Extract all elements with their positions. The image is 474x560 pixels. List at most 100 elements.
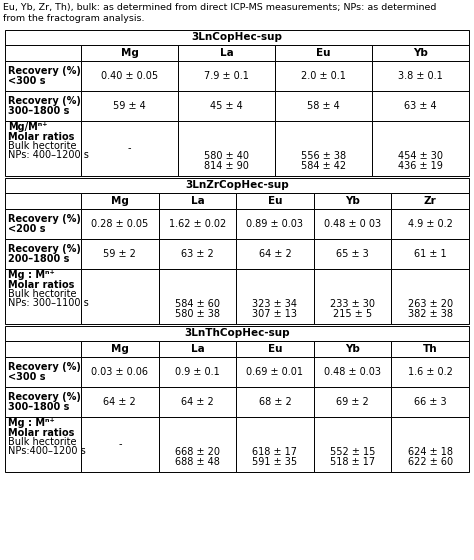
Text: 61 ± 1: 61 ± 1 <box>414 249 447 259</box>
Bar <box>81 341 159 357</box>
Text: 688 ± 48: 688 ± 48 <box>175 457 220 467</box>
Bar <box>392 209 469 239</box>
Text: 0.03 ± 0.06: 0.03 ± 0.06 <box>91 367 148 377</box>
Text: 584 ± 42: 584 ± 42 <box>301 161 346 171</box>
Bar <box>314 239 392 269</box>
Text: La: La <box>219 48 233 58</box>
Bar <box>236 357 314 387</box>
Bar <box>5 30 469 45</box>
Bar <box>159 239 236 269</box>
Text: Mg: Mg <box>111 344 129 354</box>
Text: Bulk hectorite: Bulk hectorite <box>8 141 76 151</box>
Text: Eu: Eu <box>316 48 331 58</box>
Bar <box>236 417 314 472</box>
Bar <box>372 91 469 121</box>
Text: Mg : Mⁿ⁺: Mg : Mⁿ⁺ <box>8 418 55 428</box>
Text: Th: Th <box>423 344 438 354</box>
Text: 0.69 ± 0.01: 0.69 ± 0.01 <box>246 367 303 377</box>
Bar <box>159 193 236 209</box>
Bar <box>314 387 392 417</box>
Bar <box>392 417 469 472</box>
Text: 63 ± 2: 63 ± 2 <box>181 249 214 259</box>
Bar <box>159 341 236 357</box>
Text: Mg: Mg <box>120 48 138 58</box>
Bar <box>5 239 81 269</box>
Text: 0.9 ± 0.1: 0.9 ± 0.1 <box>175 367 220 377</box>
Bar <box>5 61 81 91</box>
Bar <box>314 357 392 387</box>
Bar <box>178 61 275 91</box>
Text: 215 ± 5: 215 ± 5 <box>333 309 372 319</box>
Text: 3LnCopHec-sup: 3LnCopHec-sup <box>191 32 283 43</box>
Bar <box>236 239 314 269</box>
Bar <box>236 341 314 357</box>
Bar <box>275 91 372 121</box>
Text: Recovery (%): Recovery (%) <box>8 214 81 224</box>
Bar <box>5 209 81 239</box>
Text: Bulk hectorite: Bulk hectorite <box>8 289 76 299</box>
Bar <box>392 387 469 417</box>
Bar <box>5 269 81 324</box>
Bar <box>314 341 392 357</box>
Text: 454 ± 30: 454 ± 30 <box>398 151 443 161</box>
Text: La: La <box>191 196 204 206</box>
Bar <box>236 269 314 324</box>
Bar <box>392 357 469 387</box>
Text: Recovery (%): Recovery (%) <box>8 66 81 76</box>
Text: 7.9 ± 0.1: 7.9 ± 0.1 <box>204 71 249 81</box>
Text: 307 ± 13: 307 ± 13 <box>253 309 298 319</box>
Bar <box>81 417 159 472</box>
Bar <box>392 269 469 324</box>
Text: Molar ratios: Molar ratios <box>8 427 74 437</box>
Bar <box>81 193 159 209</box>
Text: Molar ratios: Molar ratios <box>8 132 74 142</box>
Text: 584 ± 60: 584 ± 60 <box>175 299 220 309</box>
Text: 3LnThCopHec-sup: 3LnThCopHec-sup <box>184 329 290 338</box>
Bar <box>372 45 469 61</box>
Bar <box>392 239 469 269</box>
Bar <box>5 121 81 176</box>
Bar <box>392 193 469 209</box>
Text: Eu, Yb, Zr, Th), bulk: as determined from direct ICP-MS measurements; NPs: as de: Eu, Yb, Zr, Th), bulk: as determined fro… <box>3 3 437 12</box>
Text: 68 ± 2: 68 ± 2 <box>259 397 292 407</box>
Text: Yb: Yb <box>345 344 360 354</box>
Text: 58 ± 4: 58 ± 4 <box>307 101 340 111</box>
Text: <300 s: <300 s <box>8 76 46 86</box>
Text: Zr: Zr <box>424 196 437 206</box>
Bar <box>178 121 275 176</box>
Text: NPs: 300–1100 s: NPs: 300–1100 s <box>8 298 89 309</box>
Text: 4.9 ± 0.2: 4.9 ± 0.2 <box>408 219 453 229</box>
Bar <box>159 209 236 239</box>
Text: Recovery (%): Recovery (%) <box>8 392 81 402</box>
Bar <box>5 341 81 357</box>
Text: 591 ± 35: 591 ± 35 <box>253 457 298 467</box>
Text: 1.6 ± 0.2: 1.6 ± 0.2 <box>408 367 453 377</box>
Text: 668 ± 20: 668 ± 20 <box>175 447 220 457</box>
Bar <box>81 45 178 61</box>
Bar <box>236 193 314 209</box>
Bar <box>236 209 314 239</box>
Text: Recovery (%): Recovery (%) <box>8 362 81 372</box>
Text: 2.0 ± 0.1: 2.0 ± 0.1 <box>301 71 346 81</box>
Bar <box>5 417 81 472</box>
Bar <box>392 341 469 357</box>
Text: 552 ± 15: 552 ± 15 <box>330 447 375 457</box>
Bar <box>314 193 392 209</box>
Text: NPs:400–1200 s: NPs:400–1200 s <box>8 446 86 456</box>
Text: 64 ± 2: 64 ± 2 <box>103 397 136 407</box>
Bar <box>5 178 469 193</box>
Text: 0.28 ± 0.05: 0.28 ± 0.05 <box>91 219 148 229</box>
Text: <200 s: <200 s <box>8 224 46 234</box>
Bar <box>314 269 392 324</box>
Bar <box>372 61 469 91</box>
Bar <box>314 417 392 472</box>
Text: -: - <box>118 440 121 450</box>
Bar <box>275 121 372 176</box>
Bar <box>236 387 314 417</box>
Bar <box>5 326 469 341</box>
Bar <box>372 121 469 176</box>
Text: 3.8 ± 0.1: 3.8 ± 0.1 <box>398 71 443 81</box>
Text: 64 ± 2: 64 ± 2 <box>259 249 292 259</box>
Text: 45 ± 4: 45 ± 4 <box>210 101 243 111</box>
Text: Mg/Mⁿ⁺: Mg/Mⁿ⁺ <box>8 122 47 132</box>
